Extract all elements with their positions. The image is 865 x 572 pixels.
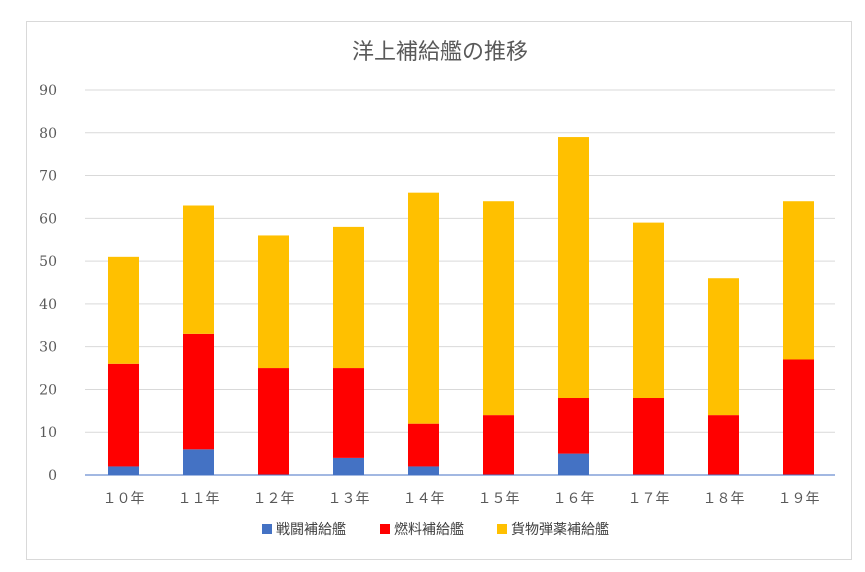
x-tick-label: １１年 [178, 491, 220, 507]
bar-segment [258, 368, 289, 475]
legend: 戦闘補給艦 燃料補給艦 貨物弾薬補給艦 [262, 521, 609, 538]
bar-segment [633, 222, 664, 398]
bar-segment [108, 256, 139, 364]
bars [108, 137, 814, 475]
bar-segment [183, 205, 214, 334]
x-tick-label: １４年 [403, 491, 445, 507]
y-tick-label: 50 [39, 254, 57, 270]
bar-segment [483, 201, 514, 416]
bar-segment [333, 226, 364, 369]
x-tick-label: １８年 [703, 491, 745, 507]
bar-segment [183, 333, 214, 450]
y-tick-label: 20 [39, 382, 57, 398]
bar-segment [708, 278, 739, 416]
x-axis-ticks: １０年 １１年 １２年 １３年 １４年 １５年 １６年 １７年 １８年 １９年 [103, 491, 820, 507]
legend-label: 戦闘補給艦 [276, 522, 346, 538]
bar-segment [408, 192, 439, 424]
bar-segment [783, 359, 814, 475]
legend-item: 貨物弾薬補給艦 [497, 521, 609, 538]
y-tick-label: 90 [39, 83, 57, 99]
bar-segment [633, 398, 664, 475]
bar-segment [558, 398, 589, 454]
x-tick-label: １９年 [778, 491, 820, 507]
legend-label: 貨物弾薬補給艦 [511, 521, 609, 538]
x-tick-label: １３年 [328, 491, 370, 507]
x-tick-label: １２年 [253, 491, 295, 507]
x-tick-label: １６年 [553, 491, 595, 507]
y-tick-label: 0 [48, 468, 57, 484]
y-tick-label: 60 [39, 211, 57, 227]
legend-label: 燃料補給艦 [394, 521, 464, 538]
legend-item: 戦闘補給艦 [262, 522, 346, 538]
bar-segment [558, 137, 589, 399]
legend-swatch [380, 524, 390, 534]
legend-item: 燃料補給艦 [380, 521, 464, 538]
legend-swatch [497, 524, 507, 534]
bar-segment [408, 423, 439, 467]
legend-swatch [262, 524, 272, 534]
bar-segment [708, 415, 739, 475]
bar-segment [333, 457, 364, 475]
bar-segment [483, 415, 514, 475]
y-tick-label: 70 [39, 169, 57, 185]
y-axis-ticks: 0 10 20 30 40 50 60 70 80 90 [39, 83, 57, 484]
bar-segment [258, 235, 289, 369]
bar-segment [333, 368, 364, 458]
x-tick-label: １５年 [478, 491, 520, 507]
bar-segment [783, 201, 814, 360]
bar-segment [558, 453, 589, 475]
y-tick-label: 30 [39, 340, 57, 356]
bar-segment [408, 466, 439, 475]
x-tick-label: １７年 [628, 491, 670, 507]
y-tick-label: 10 [39, 425, 57, 441]
y-tick-label: 80 [39, 126, 57, 142]
chart-title: 洋上補給艦の推移 [352, 40, 528, 65]
bar-segment [108, 363, 139, 467]
bar-segment [108, 466, 139, 475]
x-tick-label: １０年 [103, 491, 145, 507]
bar-segment [183, 449, 214, 475]
y-tick-label: 40 [39, 297, 57, 313]
